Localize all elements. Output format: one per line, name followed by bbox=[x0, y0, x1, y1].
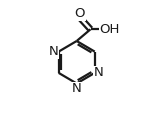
Text: N: N bbox=[72, 82, 82, 95]
Text: OH: OH bbox=[100, 23, 120, 36]
Text: N: N bbox=[48, 45, 58, 58]
Text: N: N bbox=[94, 66, 104, 79]
Text: O: O bbox=[75, 7, 85, 20]
